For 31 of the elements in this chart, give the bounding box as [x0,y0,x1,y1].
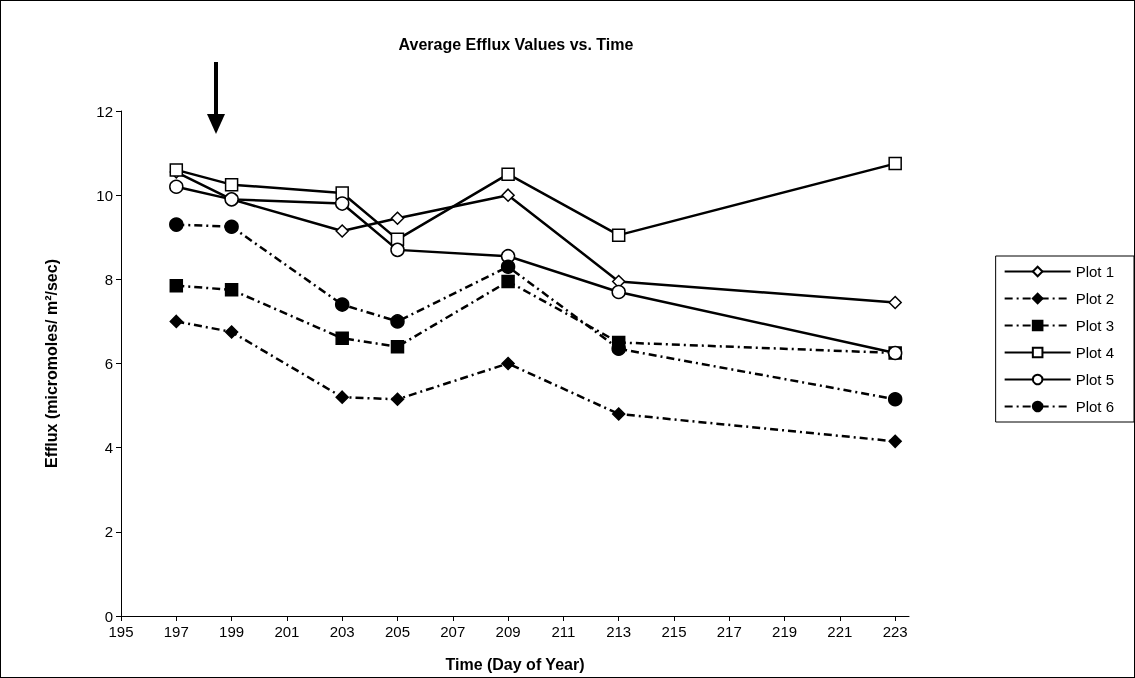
x-tick-label: 207 [440,623,466,640]
y-tick-label: 12 [96,102,113,120]
y-axis-title: Efflux (micromoles/ m²/sec) [42,259,60,468]
x-tick-label: 223 [882,623,908,640]
x-tick-label: 209 [495,623,521,640]
legend-label: Plot 5 [1075,371,1114,388]
chart-title: Average Efflux Values vs. Time [398,35,634,53]
x-tick-label: 197 [163,623,189,640]
x-tick-label: 211 [551,623,576,640]
legend-label: Plot 4 [1075,344,1114,361]
x-tick-label: 195 [108,623,134,640]
legend-label: Plot 1 [1075,263,1114,280]
x-tick-label: 199 [219,623,245,640]
legend-label: Plot 2 [1075,290,1114,307]
x-tick-label: 213 [606,623,632,640]
y-tick-label: 8 [104,270,113,288]
y-tick-label: 10 [96,186,113,204]
y-tick-label: 2 [104,523,113,541]
x-tick-label: 201 [274,623,300,640]
x-tick-label: 205 [384,623,411,640]
x-tick-label: 203 [329,623,355,640]
x-tick-label: 215 [661,623,687,640]
legend-label: Plot 3 [1075,317,1114,334]
y-tick-label: 4 [104,439,113,457]
x-tick-label: 217 [716,623,742,640]
legend-label: Plot 6 [1075,398,1114,415]
y-tick-label: 6 [104,355,113,372]
y-tick-label: 0 [104,607,113,625]
x-tick-label: 219 [772,623,798,640]
x-axis-title: Time (Day of Year) [445,655,585,673]
x-tick-label: 221 [827,623,853,640]
